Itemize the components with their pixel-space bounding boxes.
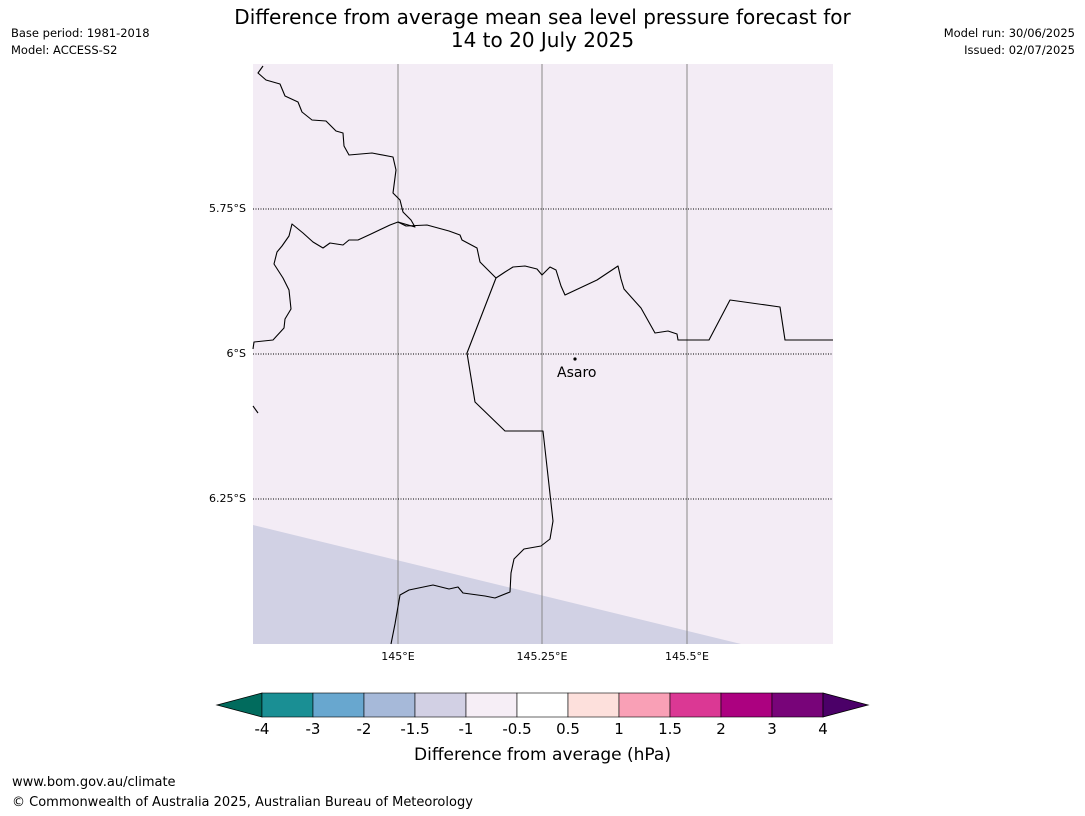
colorbar-tick: -1.5 xyxy=(400,720,430,738)
colorbar-cell xyxy=(567,692,620,718)
colorbar-extend-high xyxy=(822,692,870,718)
lat-label-5-75: 5.75°S xyxy=(209,202,246,215)
lon-label-145-5: 145.5°E xyxy=(665,650,709,663)
colorbar-cell xyxy=(516,692,569,718)
boundary-north xyxy=(252,65,416,350)
boundaries xyxy=(252,65,833,645)
colorbar-extend-low xyxy=(215,692,263,718)
colorbar-tick: -3 xyxy=(305,720,321,738)
lat-label-6: 6°S xyxy=(226,347,246,360)
colorbar-cell xyxy=(720,692,773,718)
colorbar-tick: -0.5 xyxy=(502,720,532,738)
colorbar-tick: 0.5 xyxy=(556,720,580,738)
colorbar-tick: 1.5 xyxy=(658,720,682,738)
colorbar-tick: -4 xyxy=(254,720,270,738)
lon-label-145: 145°E xyxy=(381,650,415,663)
colorbar-cells xyxy=(261,692,824,718)
boundary-central-north xyxy=(397,221,833,341)
colorbar-cell xyxy=(363,692,416,718)
colorbar-title: Difference from average (hPa) xyxy=(414,745,671,765)
colorbar-tick: 3 xyxy=(767,720,777,738)
base-period-text: Base period: 1981-2018 xyxy=(11,26,150,40)
footer-copyright: © Commonwealth of Australia 2025, Austra… xyxy=(12,795,473,810)
map-field-dark xyxy=(253,525,741,644)
issued-text: Issued: 02/07/2025 xyxy=(964,43,1075,57)
colorbar-cell xyxy=(312,692,365,718)
map-title: Difference from average mean sea level p… xyxy=(0,6,1085,52)
lon-label-145-25: 145.25°E xyxy=(516,650,568,663)
colorbar-tick: 2 xyxy=(716,720,726,738)
colorbar-cell xyxy=(414,692,467,718)
colorbar-tick: 4 xyxy=(818,720,828,738)
boundary-east-west xyxy=(390,277,554,645)
lat-label-6-25: 6.25°S xyxy=(209,492,246,505)
colorbar-tick: 1 xyxy=(614,720,624,738)
colorbar-cell xyxy=(618,692,671,718)
boundary-west-fragment xyxy=(252,405,259,414)
meta-left: Base period: 1981-2018 Model: ACCESS-S2 xyxy=(11,25,150,59)
colorbar-cell xyxy=(261,692,314,718)
colorbar-cell xyxy=(771,692,824,718)
colorbar-tick: -1 xyxy=(458,720,474,738)
colorbar-cell xyxy=(465,692,518,718)
meta-right: Model run: 30/06/2025 Issued: 02/07/2025 xyxy=(944,25,1075,59)
place-label-asaro: Asaro xyxy=(557,365,597,381)
colorbar-cell xyxy=(669,692,722,718)
model-run-text: Model run: 30/06/2025 xyxy=(943,26,1075,40)
model-text: Model: ACCESS-S2 xyxy=(11,43,118,57)
footer-url: www.bom.gov.au/climate xyxy=(12,775,176,790)
title-line2: 14 to 20 July 2025 xyxy=(450,28,635,52)
title-line1: Difference from average mean sea level p… xyxy=(234,5,851,29)
colorbar-tick: -2 xyxy=(356,720,372,738)
asaro-marker xyxy=(573,357,577,361)
